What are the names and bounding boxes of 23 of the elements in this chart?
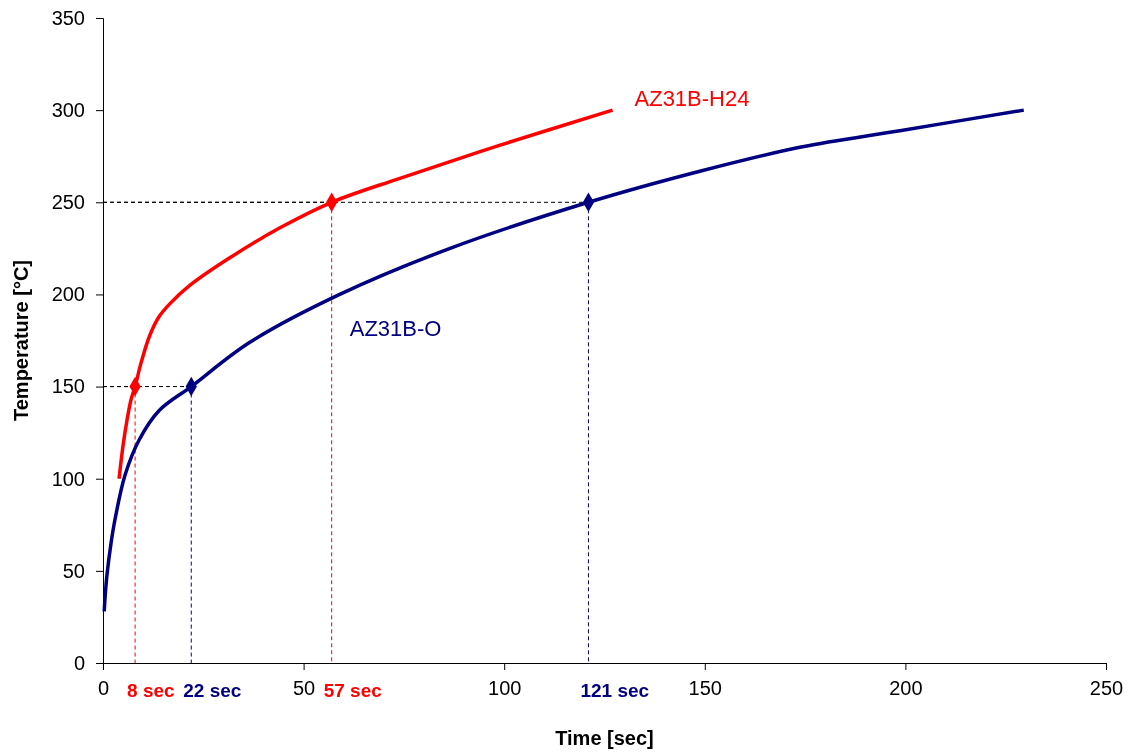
annotation: 8 sec xyxy=(127,680,176,701)
line-series xyxy=(102,108,1026,614)
series-label: AZ31B-O xyxy=(349,316,442,342)
x-tick-label: 150 xyxy=(688,677,722,699)
annotation: 121 sec xyxy=(580,680,650,701)
x-axis-title: Time [sec] xyxy=(555,727,654,749)
x-tick-label: 50 xyxy=(292,677,316,699)
y-tick-label: 150 xyxy=(51,375,85,398)
y-tick-label: 50 xyxy=(62,559,85,582)
y-tick-label: 250 xyxy=(51,191,85,214)
x-tick-label: 100 xyxy=(488,677,522,699)
x-tick-label: 0 xyxy=(97,677,110,699)
x-tick-label: 250 xyxy=(1089,677,1124,699)
y-tick-label: 350 xyxy=(51,6,85,29)
y-tick-label: 300 xyxy=(51,99,85,122)
x-tick-label: 200 xyxy=(889,677,923,699)
y-tick-label: 200 xyxy=(51,283,85,306)
annotation: 57 sec xyxy=(323,680,383,701)
y-axis-title: Temperature [°C] xyxy=(10,260,32,421)
y-tick-label: 0 xyxy=(73,651,85,674)
series-label: AZ31B-H24 xyxy=(634,86,750,112)
annotation: 22 sec xyxy=(183,680,242,701)
y-tick-label: 100 xyxy=(51,467,85,490)
